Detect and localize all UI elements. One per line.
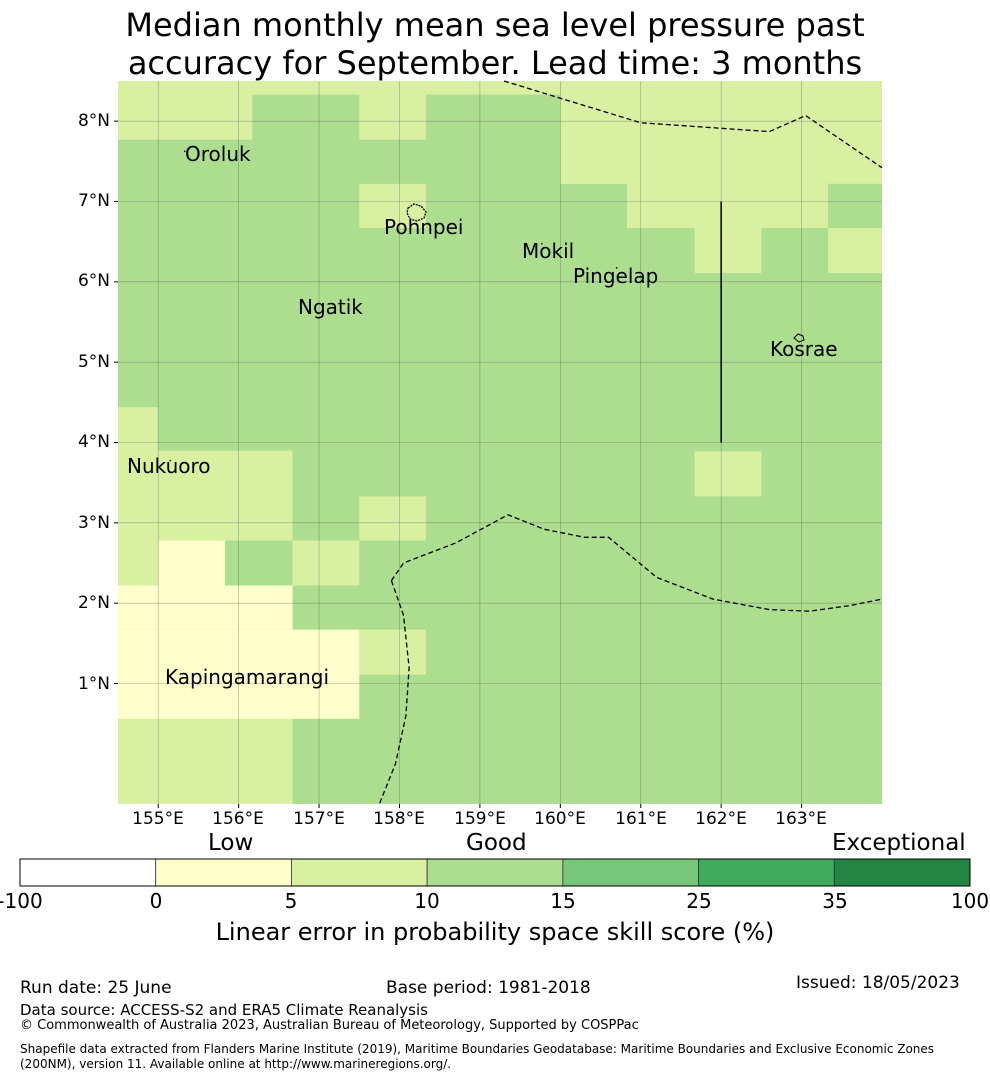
colorbar-tick-10: 10 bbox=[414, 889, 440, 913]
colorbar-segment bbox=[426, 858, 564, 887]
colorbar-segment bbox=[291, 858, 428, 887]
data-source: Data source: ACCESS-S2 and ERA5 Climate … bbox=[20, 1001, 428, 1019]
colorbar-tick-minus100: -100 bbox=[0, 889, 43, 913]
eez-boundary bbox=[390, 514, 883, 612]
skill-cell bbox=[184, 81, 253, 140]
lat-tick-3: 3°N bbox=[77, 513, 110, 533]
skill-cell bbox=[560, 94, 628, 184]
category-good: Good bbox=[466, 830, 527, 856]
island-dot bbox=[331, 303, 334, 305]
place-label-kapingamarangi: Kapingamarangi bbox=[165, 665, 330, 689]
skill-cell bbox=[359, 81, 427, 140]
colorbar-segment bbox=[19, 858, 157, 887]
skill-cell bbox=[694, 228, 762, 273]
place-label-kosrae: Kosrae bbox=[770, 337, 838, 361]
skill-cell bbox=[627, 183, 829, 229]
skill-cell bbox=[694, 451, 762, 497]
place-label-ngatik: Ngatik bbox=[298, 295, 363, 319]
colorbar-frame bbox=[19, 858, 971, 887]
place-label-pohnpei: Pohnpei bbox=[384, 215, 464, 239]
island-dot bbox=[169, 459, 172, 462]
lon-tick-162: 162°E bbox=[695, 809, 747, 829]
island-dot bbox=[541, 242, 543, 245]
lat-tick-1: 1°N bbox=[77, 674, 110, 694]
colorbar-segment bbox=[562, 858, 699, 887]
colorbar-segment bbox=[698, 858, 835, 887]
place-label-pingelap: Pingelap bbox=[573, 264, 659, 288]
colorbar-segment bbox=[155, 858, 292, 887]
skill-cell bbox=[828, 228, 882, 273]
skill-cell bbox=[118, 718, 293, 804]
colorbar-tick-0: 0 bbox=[149, 889, 163, 913]
lon-tick-156: 156°E bbox=[212, 809, 264, 829]
skill-cell bbox=[118, 81, 185, 140]
colorbar-tick-35: 35 bbox=[822, 889, 848, 913]
skill-cell bbox=[158, 450, 293, 452]
lat-tick-6: 6°N bbox=[77, 271, 110, 291]
island-kosrae bbox=[793, 333, 805, 343]
lon-tick-163: 163°E bbox=[775, 809, 827, 829]
skill-cell bbox=[118, 585, 293, 630]
lat-tick-8: 8°N bbox=[77, 111, 110, 131]
lon-tick-158: 158°E bbox=[373, 809, 425, 829]
skill-cell bbox=[158, 540, 225, 586]
lon-tick-159: 159°E bbox=[454, 809, 506, 829]
title-line-2: accuracy for September. Lead time: 3 mon… bbox=[127, 44, 863, 82]
lon-tick-161: 161°E bbox=[615, 809, 667, 829]
lon-tick-157: 157°E bbox=[293, 809, 345, 829]
lat-tick-4: 4°N bbox=[77, 432, 110, 452]
island-pohnpei bbox=[406, 203, 427, 222]
eez-boundary bbox=[378, 580, 410, 805]
lat-tick-7: 7°N bbox=[77, 191, 110, 211]
lat-tick-2: 2°N bbox=[77, 593, 110, 613]
colorbar-tick-25: 25 bbox=[686, 889, 712, 913]
lat-tick-5: 5°N bbox=[77, 352, 110, 372]
place-label-mokil: Mokil bbox=[522, 239, 575, 263]
island-dot bbox=[249, 672, 252, 675]
map-title: Median monthly mean sea level pressure p… bbox=[0, 6, 990, 82]
skill-cell bbox=[359, 629, 427, 675]
skill-cell bbox=[292, 540, 360, 586]
skill-cell bbox=[359, 496, 427, 541]
run-date: Run date: 25 June bbox=[20, 978, 172, 998]
colorbar-tick-5: 5 bbox=[284, 889, 298, 913]
lon-tick-155: 155°E bbox=[132, 809, 184, 829]
colorbar-label: Linear error in probability space skill … bbox=[215, 918, 775, 946]
island-dot bbox=[183, 150, 186, 153]
colorbar-tick-15: 15 bbox=[550, 889, 576, 913]
shapefile-credit: Shapefile data extracted from Flanders M… bbox=[20, 1042, 935, 1071]
skill-cell bbox=[426, 81, 561, 95]
skill-cell bbox=[118, 407, 159, 586]
issued-date: Issued: 18/05/2023 bbox=[796, 973, 960, 993]
base-period: Base period: 1981-2018 bbox=[386, 978, 591, 998]
place-label-nukuoro: Nukuoro bbox=[127, 454, 211, 478]
title-line-1: Median monthly mean sea level pressure p… bbox=[125, 6, 865, 44]
lon-tick-160: 160°E bbox=[534, 809, 586, 829]
skill-cell bbox=[359, 183, 427, 229]
category-low: Low bbox=[208, 830, 254, 856]
colorbar-tick-100: 100 bbox=[950, 889, 990, 913]
category-exceptional: Exceptional bbox=[832, 830, 966, 856]
place-label-oroluk: Oroluk bbox=[185, 142, 251, 166]
copyright: © Commonwealth of Australia 2023, Austra… bbox=[20, 1018, 639, 1033]
colorbar-segment bbox=[833, 858, 971, 887]
island-dot bbox=[615, 267, 618, 269]
skill-cell bbox=[158, 451, 293, 541]
